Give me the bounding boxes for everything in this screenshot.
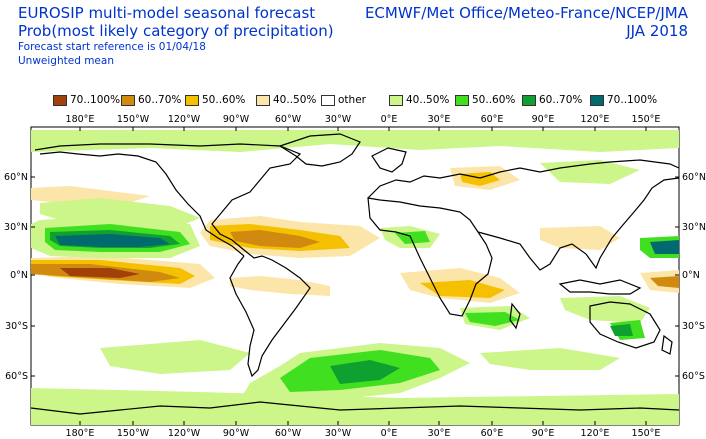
lon-tick-label: 90°W xyxy=(223,428,250,439)
lat-tick-label: 0°N xyxy=(682,270,700,281)
lat-tick-label: 60°N xyxy=(4,172,28,183)
legend-label: 40..50% xyxy=(406,94,450,106)
lon-tick-label: 60°W xyxy=(275,114,302,125)
legend-label: 50..60% xyxy=(472,94,516,106)
lat-tick-label: 0°N xyxy=(10,270,28,281)
lon-tick-label: 30°W xyxy=(325,114,352,125)
top-longitude-labels: 180°E 150°W 120°W 90°W 60°W 30°W 0°E 30°E 60°E 90… xyxy=(66,114,661,131)
lon-tick-label: 120°W xyxy=(168,114,201,125)
lon-tick-label: 30°E xyxy=(428,114,451,125)
legend-label: 70..100% xyxy=(70,94,121,106)
lon-tick-label: 150°E xyxy=(632,114,661,125)
coastlines xyxy=(30,133,680,415)
world-map: 180°E 150°W 120°W 90°W 60°W 30°W 0°E 30°E 60°E 90… xyxy=(4,114,706,439)
legend-swatch xyxy=(256,94,270,106)
legend-label: 50..60% xyxy=(202,94,246,106)
legend-item: 40..50% xyxy=(389,93,449,107)
lon-tick-label: 150°E xyxy=(632,428,661,439)
lon-tick-label: 120°W xyxy=(168,428,201,439)
lon-tick-label: 180°E xyxy=(66,114,95,125)
legend-label: 40..50% xyxy=(273,94,317,106)
map-title: EUROSIP multi-model seasonal forecast xyxy=(18,4,316,22)
legend-item: 40..50% xyxy=(256,93,316,107)
lat-tick-label: 60°N xyxy=(682,172,706,183)
lon-tick-label: 90°W xyxy=(223,114,250,125)
lat-tick-label: 30°N xyxy=(4,222,28,233)
legend-swatch xyxy=(590,94,604,106)
legend-item: 70..100% xyxy=(590,93,657,107)
probability-shading xyxy=(31,130,679,425)
legend-swatch xyxy=(121,94,135,106)
title-block: EUROSIP multi-model seasonal forecast Pr… xyxy=(18,4,334,68)
lon-tick-label: 30°W xyxy=(325,428,352,439)
lon-tick-label: 150°W xyxy=(117,114,150,125)
legend-label: 60..70% xyxy=(138,94,182,106)
weighting-note: Unweighted mean xyxy=(18,55,114,67)
lat-tick-label: 30°N xyxy=(682,222,706,233)
lon-tick-label: 120°E xyxy=(581,428,610,439)
lon-tick-label: 60°E xyxy=(481,428,504,439)
lat-tick-label: 30°S xyxy=(682,321,705,332)
lon-tick-label: 30°E xyxy=(428,428,451,439)
legend-label: 70..100% xyxy=(607,94,658,106)
legend-swatch xyxy=(389,94,403,106)
right-latitude-labels: 60°N 30°N 0°N 30°S 60°S xyxy=(675,172,706,382)
legend-item: 60..70% xyxy=(121,93,181,107)
legend-item: 50..60% xyxy=(455,93,515,107)
map-subtitle: Prob(most likely category of precipitati… xyxy=(18,22,334,40)
centres-label: ECMWF/Met Office/Meteo-France/NCEP/JMA xyxy=(364,4,688,22)
legend-item: 50..60% xyxy=(185,93,245,107)
lon-tick-label: 60°W xyxy=(275,428,302,439)
lat-tick-label: 30°S xyxy=(5,321,28,332)
lon-tick-label: 90°E xyxy=(532,114,555,125)
lon-tick-label: 150°W xyxy=(117,428,150,439)
forecast-reference: Forecast start reference is 01/04/18 xyxy=(18,41,206,53)
bottom-longitude-labels: 180°E 150°W 120°W 90°W 60°W 30°W 0°E 30°E 60°E 90… xyxy=(66,421,661,439)
lon-tick-label: 90°E xyxy=(532,428,555,439)
lon-tick-label: 120°E xyxy=(581,114,610,125)
legend-swatch xyxy=(321,94,335,106)
left-latitude-labels: 60°N 30°N 0°N 30°S 60°S xyxy=(4,172,35,382)
legend-item: 70..100% xyxy=(53,93,120,107)
lat-tick-label: 60°S xyxy=(5,371,28,382)
lat-tick-label: 60°S xyxy=(682,371,705,382)
legend-label: other xyxy=(338,94,366,106)
lon-tick-label: 0°E xyxy=(381,428,398,439)
legend-item: 60..70% xyxy=(522,93,582,107)
source-block: ECMWF/Met Office/Meteo-France/NCEP/JMA J… xyxy=(365,4,688,40)
legend-swatch xyxy=(522,94,536,106)
legend-swatch xyxy=(53,94,67,106)
legend-swatch xyxy=(185,94,199,106)
season-label: JJA 2018 xyxy=(626,22,688,40)
map-panel: 180°E 150°W 120°W 90°W 60°W 30°W 0°E 30°E 60°E 90… xyxy=(0,108,706,439)
lon-tick-label: 60°E xyxy=(481,114,504,125)
lon-tick-label: 0°E xyxy=(381,114,398,125)
lon-tick-label: 180°E xyxy=(66,428,95,439)
legend-label: 60..70% xyxy=(539,94,583,106)
legend-item: other xyxy=(321,93,366,107)
color-legend: 70..100% 60..70% 50..60% 40..50% other 40..50… xyxy=(0,93,706,107)
legend-swatch xyxy=(455,94,469,106)
